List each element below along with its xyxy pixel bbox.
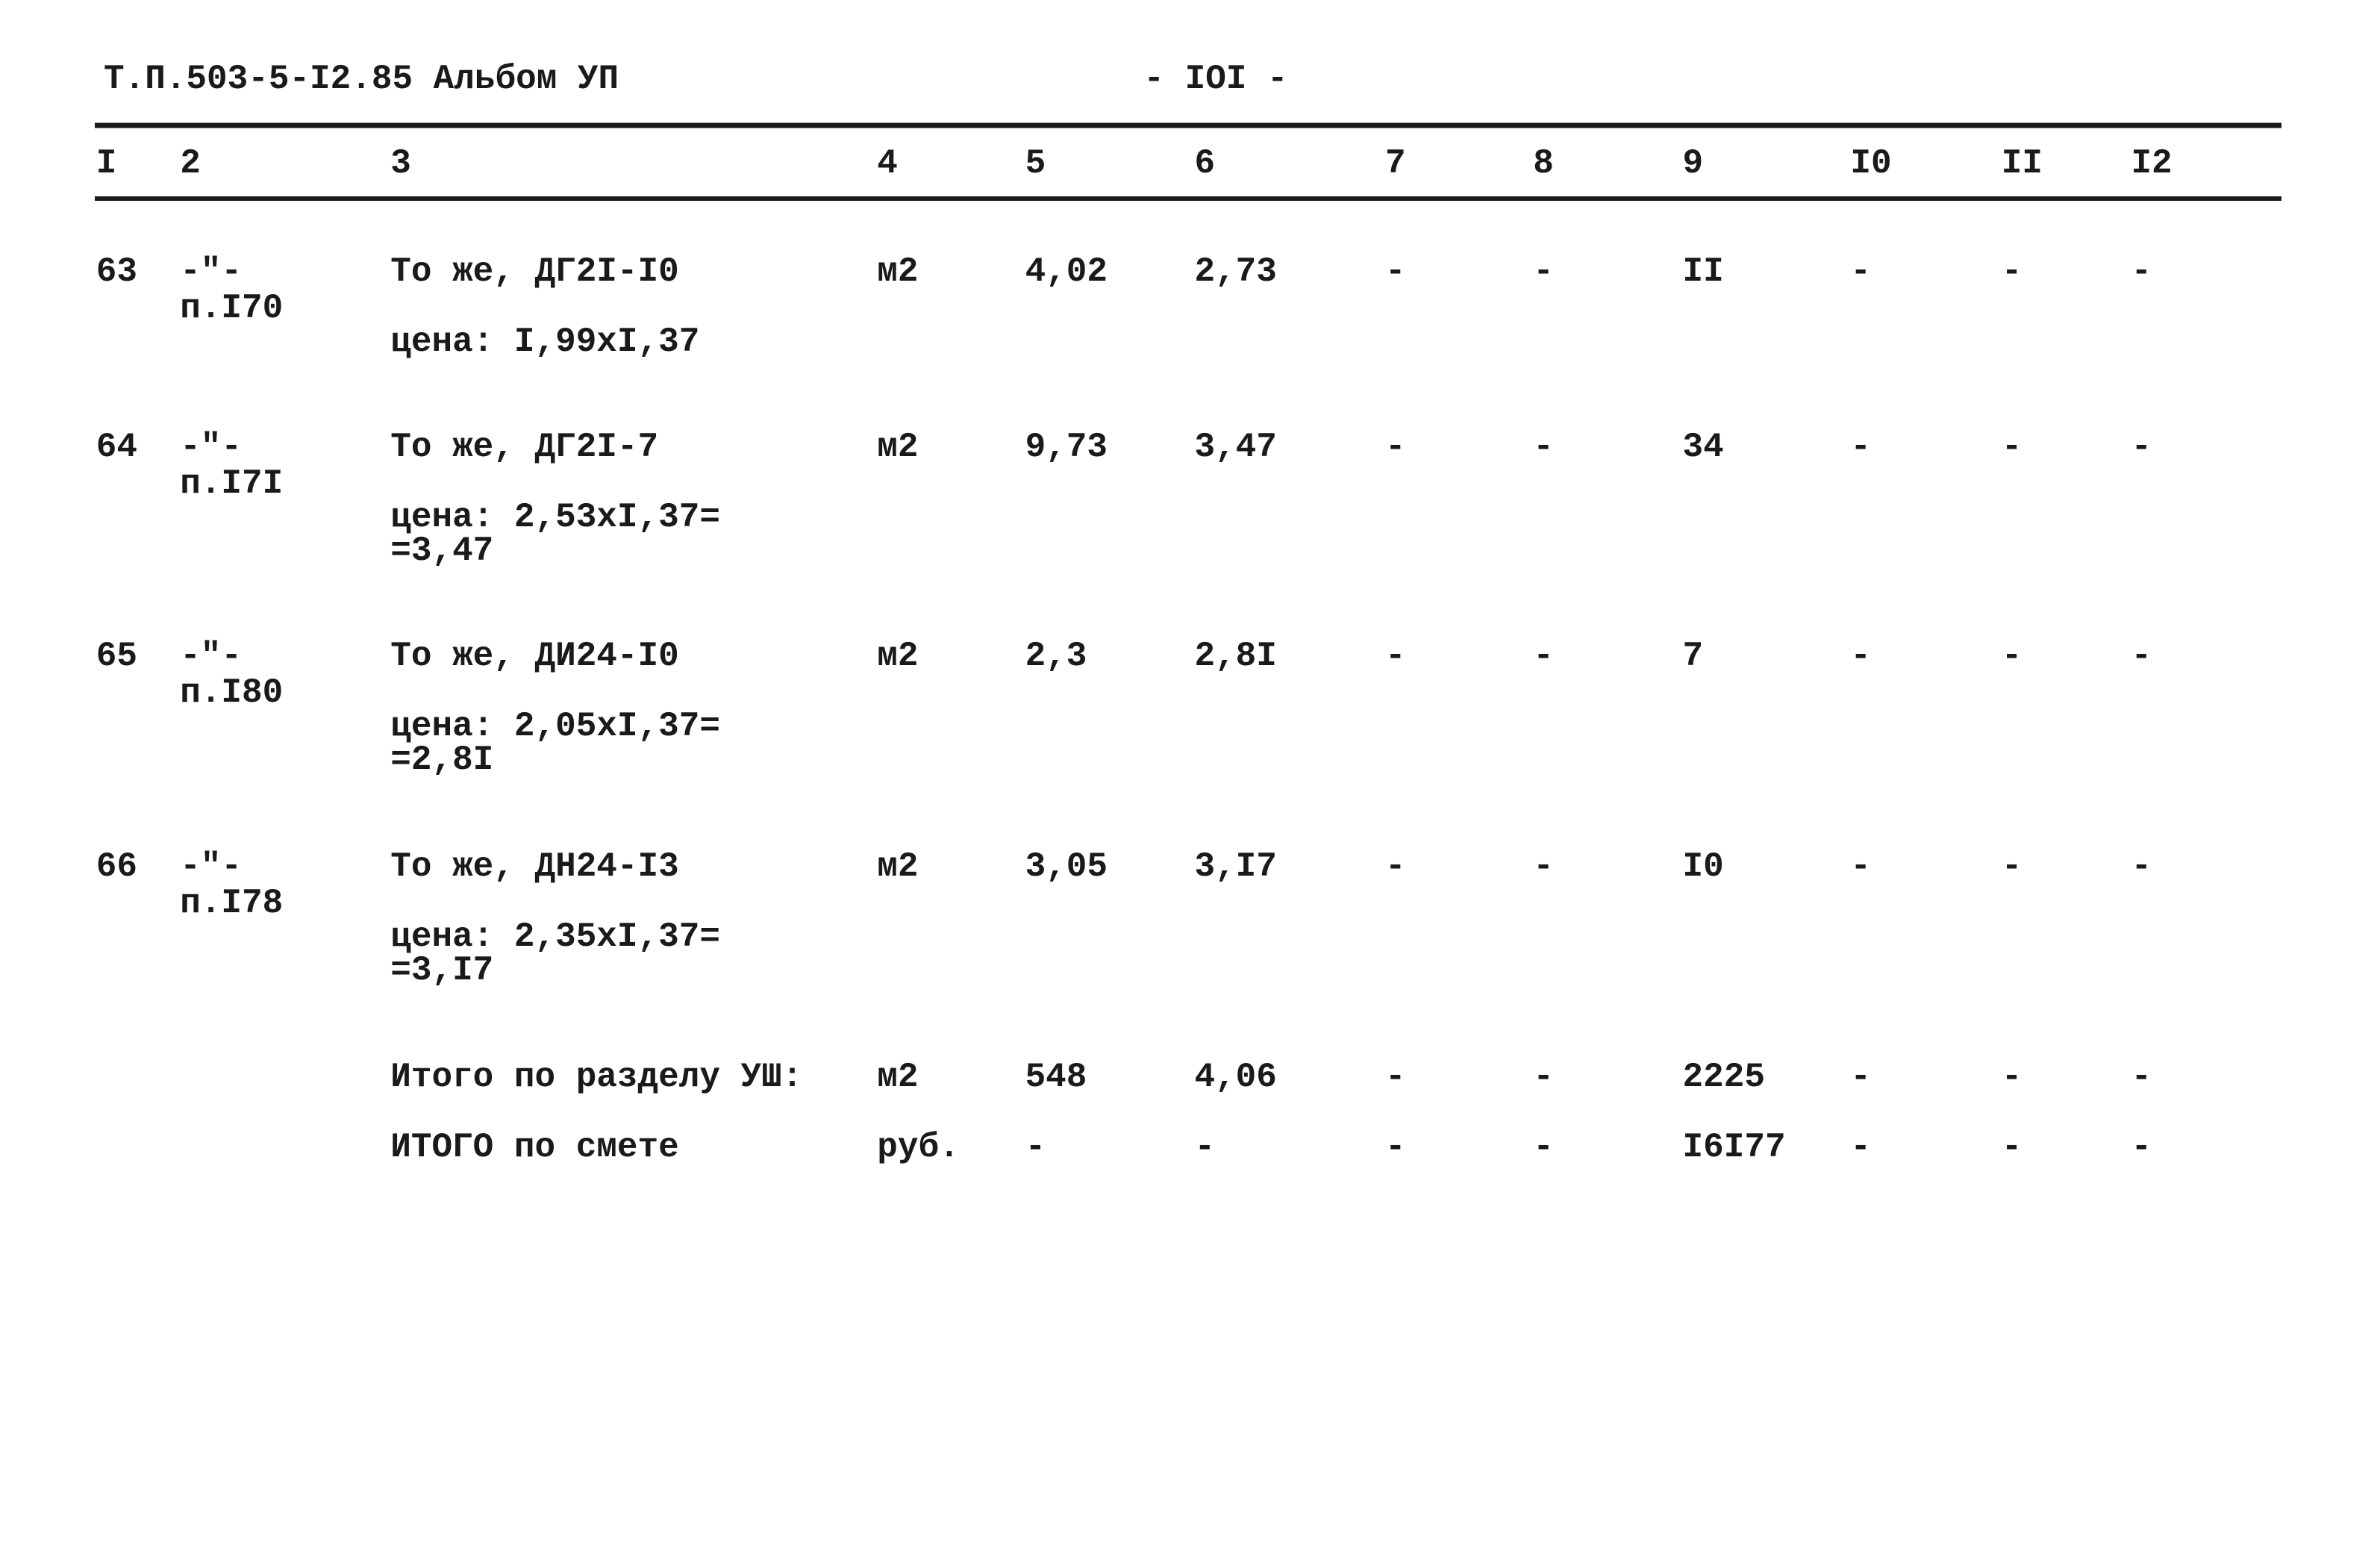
column-header: 8 [1533, 144, 1554, 183]
cell-text: цена: 2,05хI,37= [390, 707, 720, 746]
cell-text: - [1533, 252, 1554, 291]
cell-text: 4,02 [1025, 252, 1108, 291]
cell-text: - [2002, 637, 2023, 676]
cell-text: - [1385, 637, 1406, 676]
cell-text: 2,3 [1025, 637, 1087, 676]
total-value: - [1850, 1128, 1871, 1167]
cell-text: 9,73 [1025, 428, 1108, 467]
cell-text: -"- [180, 847, 242, 886]
cell-text: II [1683, 252, 1724, 291]
total-value: - [2131, 1128, 2152, 1167]
column-header: 5 [1025, 144, 1046, 183]
cell-text: - [1850, 428, 1871, 467]
cell-text: То же, ДН24-I3 [390, 847, 678, 886]
total-value: - [1533, 1128, 1554, 1167]
cell-text: - [1385, 847, 1406, 886]
cell-text: - [2002, 428, 2023, 467]
cell-text: п.I7I [180, 464, 283, 503]
cell-text: 34 [1683, 428, 1724, 467]
cell-text: =3,I7 [390, 951, 493, 990]
cell-text: 64 [96, 428, 137, 467]
cell-text: п.I80 [180, 673, 283, 712]
total-value: - [1194, 1128, 1215, 1167]
cell-text: цена: 2,35хI,37= [390, 917, 720, 956]
total-label: Итого по разделу УШ: [390, 1058, 802, 1097]
page-number: - IOI - [1143, 60, 1287, 99]
total-value: - [2002, 1058, 2023, 1097]
total-value: 2225 [1683, 1058, 1765, 1097]
column-header: II [2002, 144, 2043, 183]
column-header: I [96, 144, 117, 183]
cell-text: - [1850, 637, 1871, 676]
cell-text: - [1533, 847, 1554, 886]
total-unit: руб. [877, 1128, 959, 1167]
cell-text: м2 [877, 637, 918, 676]
column-header: 9 [1683, 144, 1704, 183]
total-value: - [1025, 1128, 1046, 1167]
total-value: - [2002, 1128, 2023, 1167]
cell-text: I0 [1683, 847, 1724, 886]
cell-text: - [1850, 847, 1871, 886]
total-value: - [1533, 1058, 1554, 1097]
column-header: 4 [877, 144, 898, 183]
total-value: - [1385, 1058, 1406, 1097]
column-header: 6 [1194, 144, 1215, 183]
total-value: I6I77 [1683, 1128, 1786, 1167]
cell-text: То же, ДИ24-I0 [390, 637, 678, 676]
total-value: - [1850, 1058, 1871, 1097]
column-header: 7 [1385, 144, 1406, 183]
cell-text: То же, ДГ2I-I0 [390, 252, 678, 291]
cell-text: - [2131, 847, 2152, 886]
cell-text: - [1533, 637, 1554, 676]
total-value: - [2131, 1058, 2152, 1097]
cell-text: - [1533, 428, 1554, 467]
cell-text: - [2002, 847, 2023, 886]
cell-text: - [1850, 252, 1871, 291]
cell-text: 65 [96, 637, 137, 676]
cell-text: 2,73 [1194, 252, 1276, 291]
cell-text: м2 [877, 428, 918, 467]
column-header: 2 [180, 144, 201, 183]
cell-text: - [1385, 428, 1406, 467]
cell-text: м2 [877, 847, 918, 886]
total-value: 4,06 [1194, 1058, 1276, 1097]
cell-text: - [2131, 428, 2152, 467]
cell-text: =2,8I [390, 741, 493, 779]
cell-text: -"- [180, 252, 242, 291]
cell-text: 3,47 [1194, 428, 1276, 467]
cell-text: То же, ДГ2I-7 [390, 428, 658, 467]
cell-text: - [1385, 252, 1406, 291]
cell-text: -"- [180, 428, 242, 467]
total-unit: м2 [877, 1058, 918, 1097]
cell-text: - [2002, 252, 2023, 291]
cell-text: 7 [1683, 637, 1704, 676]
total-value: - [1385, 1128, 1406, 1167]
column-header: I2 [2131, 144, 2172, 183]
cell-text: цена: 2,53хI,37= [390, 498, 720, 537]
cell-text: =3,47 [390, 532, 493, 570]
column-header: 3 [390, 144, 411, 183]
cell-text: цена: I,99хI,37 [390, 322, 699, 361]
total-value: 548 [1025, 1058, 1087, 1097]
cell-text: 3,05 [1025, 847, 1108, 886]
cell-text: п.I78 [180, 884, 283, 923]
cell-text: 63 [96, 252, 137, 291]
cell-text: - [2131, 637, 2152, 676]
column-header: I0 [1850, 144, 1891, 183]
cell-text: 2,8I [1194, 637, 1276, 676]
cell-text: 3,I7 [1194, 847, 1276, 886]
cell-text: - [2131, 252, 2152, 291]
cell-text: -"- [180, 637, 242, 676]
cell-text: п.I70 [180, 289, 283, 328]
cell-text: 66 [96, 847, 137, 886]
cell-text: м2 [877, 252, 918, 291]
total-label: ИТОГО по смете [390, 1128, 678, 1167]
doc-title: Т.П.503-5-I2.85 Альбом УП [104, 60, 619, 99]
